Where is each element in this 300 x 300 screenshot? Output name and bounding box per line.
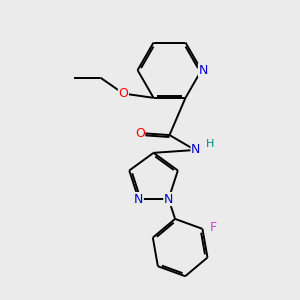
Text: N: N: [134, 193, 143, 206]
Text: H: H: [206, 139, 214, 148]
Text: N: N: [199, 64, 208, 77]
Text: O: O: [118, 87, 128, 100]
Text: O: O: [135, 127, 145, 140]
Text: F: F: [209, 220, 217, 234]
Text: N: N: [191, 143, 200, 157]
Text: N: N: [164, 193, 173, 206]
